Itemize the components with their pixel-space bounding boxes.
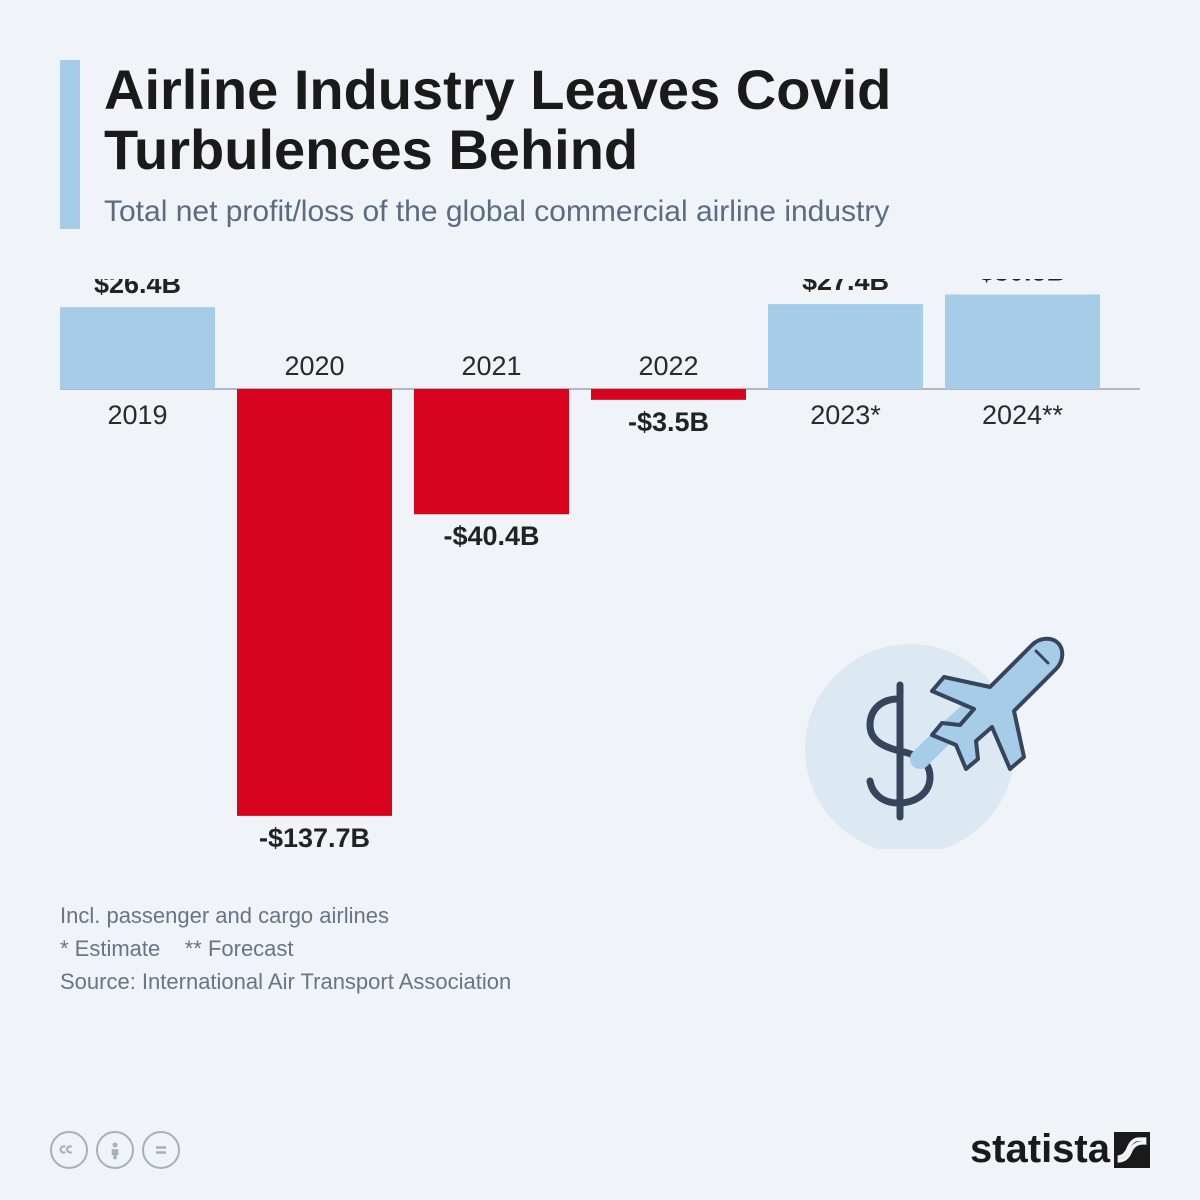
bar-value-label: $27.4B (802, 279, 889, 296)
year-label: 2019 (107, 400, 167, 430)
bar (414, 389, 569, 514)
year-label: 2021 (461, 351, 521, 381)
year-label: 2024** (982, 400, 1064, 430)
bar-value-label: $26.4B (94, 279, 181, 299)
year-label: 2023* (810, 400, 881, 430)
by-icon (96, 1131, 134, 1169)
bar (60, 307, 215, 389)
bar-value-label: -$40.4B (443, 521, 539, 551)
bar-value-label: -$3.5B (628, 407, 709, 437)
footnote-legend: * Estimate ** Forecast (60, 932, 1140, 965)
chart-subtitle: Total net profit/loss of the global comm… (104, 195, 1140, 229)
year-label: 2022 (638, 351, 698, 381)
chart-title: Airline Industry Leaves Covid Turbulence… (104, 60, 1140, 181)
footnote-include: Incl. passenger and cargo airlines (60, 899, 1140, 932)
license-icons (50, 1131, 180, 1169)
year-label: 2020 (284, 351, 344, 381)
statista-logo: statista (970, 1127, 1150, 1172)
accent-bar (60, 60, 80, 229)
footnote-source: Source: International Air Transport Asso… (60, 965, 1140, 998)
footer: statista (50, 1127, 1150, 1172)
nd-icon (142, 1131, 180, 1169)
bar (945, 294, 1100, 389)
dollar-plane-icon (780, 589, 1080, 849)
bar-chart: $26.4B 2019 -$137.7B 2020 -$40.4B 2021 -$3.5B 2… (60, 279, 1140, 879)
bar (768, 304, 923, 389)
bar (591, 389, 746, 400)
logo-wave-icon (1114, 1132, 1150, 1168)
bar (237, 389, 392, 816)
bar-value-label: -$137.7B (259, 823, 370, 853)
illustration (780, 589, 1080, 849)
title-block: Airline Industry Leaves Covid Turbulence… (104, 60, 1140, 229)
header: Airline Industry Leaves Covid Turbulence… (60, 60, 1140, 229)
cc-icon (50, 1131, 88, 1169)
bar-value-label: $30.5B (979, 279, 1066, 286)
footnotes: Incl. passenger and cargo airlines * Est… (60, 899, 1140, 998)
logo-text: statista (970, 1127, 1110, 1172)
